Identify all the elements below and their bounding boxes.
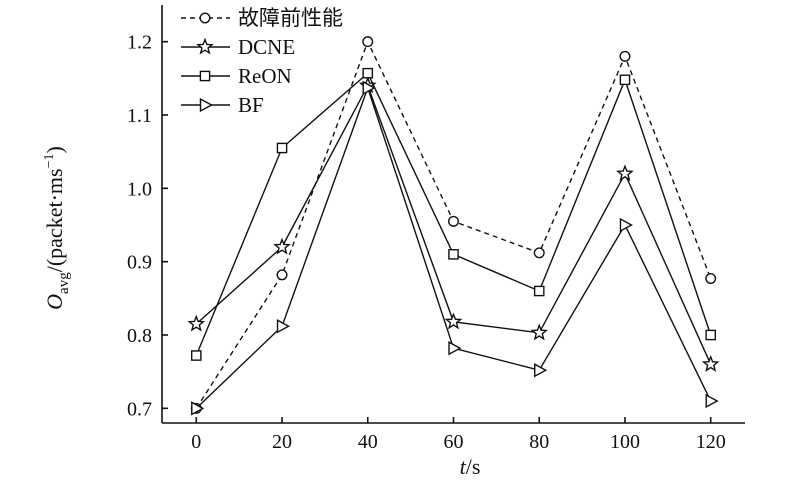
legend-entry-1: 故障前性能	[181, 6, 343, 30]
x-tick-label: 120	[696, 431, 726, 453]
data-point	[705, 393, 719, 409]
x-tick-label: 20	[272, 431, 292, 453]
series-3	[190, 67, 717, 361]
data-point	[705, 329, 717, 341]
y-axis-close: )	[42, 146, 67, 153]
data-point	[362, 80, 376, 96]
legend: 故障前性能 DCNE ReON BF	[181, 6, 343, 117]
data-point	[705, 273, 717, 285]
x-tick-label: 60	[444, 431, 464, 453]
data-point	[619, 217, 633, 233]
y-axis-unit: /(packet·ms	[42, 168, 67, 272]
series-layer	[187, 36, 720, 416]
data-point	[191, 401, 205, 416]
data-point	[448, 215, 460, 227]
y-tick-label: 0.8	[127, 325, 152, 347]
y-tick-label: 1.1	[127, 105, 152, 127]
x-tick-label: 0	[191, 431, 201, 453]
data-point	[276, 269, 288, 281]
data-point	[273, 237, 291, 255]
data-point	[448, 249, 459, 260]
data-point	[701, 355, 720, 372]
x-axis-variable: t	[460, 454, 467, 479]
x-axis-title: t/s	[460, 454, 481, 479]
data-point	[448, 341, 462, 356]
y-tick-label: 0.7	[127, 398, 152, 420]
series-4	[191, 80, 719, 416]
legend-label: BF	[238, 93, 264, 117]
data-point	[619, 50, 631, 62]
y-axis-superscript: −1	[42, 154, 57, 169]
data-point	[619, 74, 631, 86]
data-point	[187, 314, 206, 332]
data-point	[533, 285, 545, 297]
legend-label: 故障前性能	[238, 6, 343, 30]
y-tick-label: 1.0	[127, 178, 152, 200]
data-point	[444, 312, 463, 330]
x-axis-unit: /s	[466, 454, 481, 479]
legend-entry-3: ReON	[181, 64, 292, 88]
data-point	[362, 67, 374, 79]
x-tick-label: 100	[610, 431, 640, 453]
x-tick-label: 80	[529, 431, 549, 453]
data-point	[534, 363, 548, 378]
data-point	[276, 142, 288, 154]
axes	[161, 5, 745, 424]
y-axis-variable: O	[42, 294, 67, 310]
data-point	[276, 319, 290, 334]
y-axis-subscript: avg	[56, 272, 72, 294]
data-point	[616, 164, 634, 182]
legend-label: DCNE	[238, 35, 295, 59]
data-point	[190, 350, 202, 361]
series-line	[195, 85, 712, 409]
legend-marker	[199, 97, 213, 113]
legend-marker	[199, 70, 211, 82]
y-axis-title: Oavg/(packet·ms−1)	[42, 146, 72, 310]
data-point	[533, 247, 545, 259]
y-tick-label: 0.9	[127, 252, 152, 274]
series-1	[190, 36, 717, 414]
legend-entry-4: BF	[181, 93, 264, 117]
legend-marker	[199, 12, 211, 24]
tick-labels: 0 20 40 60 80 100 120 0.7 0.8 0.9 1.0 1.1 1.2	[127, 32, 726, 453]
x-tick-label: 40	[358, 431, 378, 453]
data-point	[530, 323, 549, 341]
data-point	[362, 36, 374, 48]
legend-entry-2: DCNE	[181, 35, 295, 59]
legend-label: ReON	[238, 64, 292, 88]
y-tick-label: 1.2	[127, 32, 152, 54]
legend-marker	[196, 37, 214, 55]
